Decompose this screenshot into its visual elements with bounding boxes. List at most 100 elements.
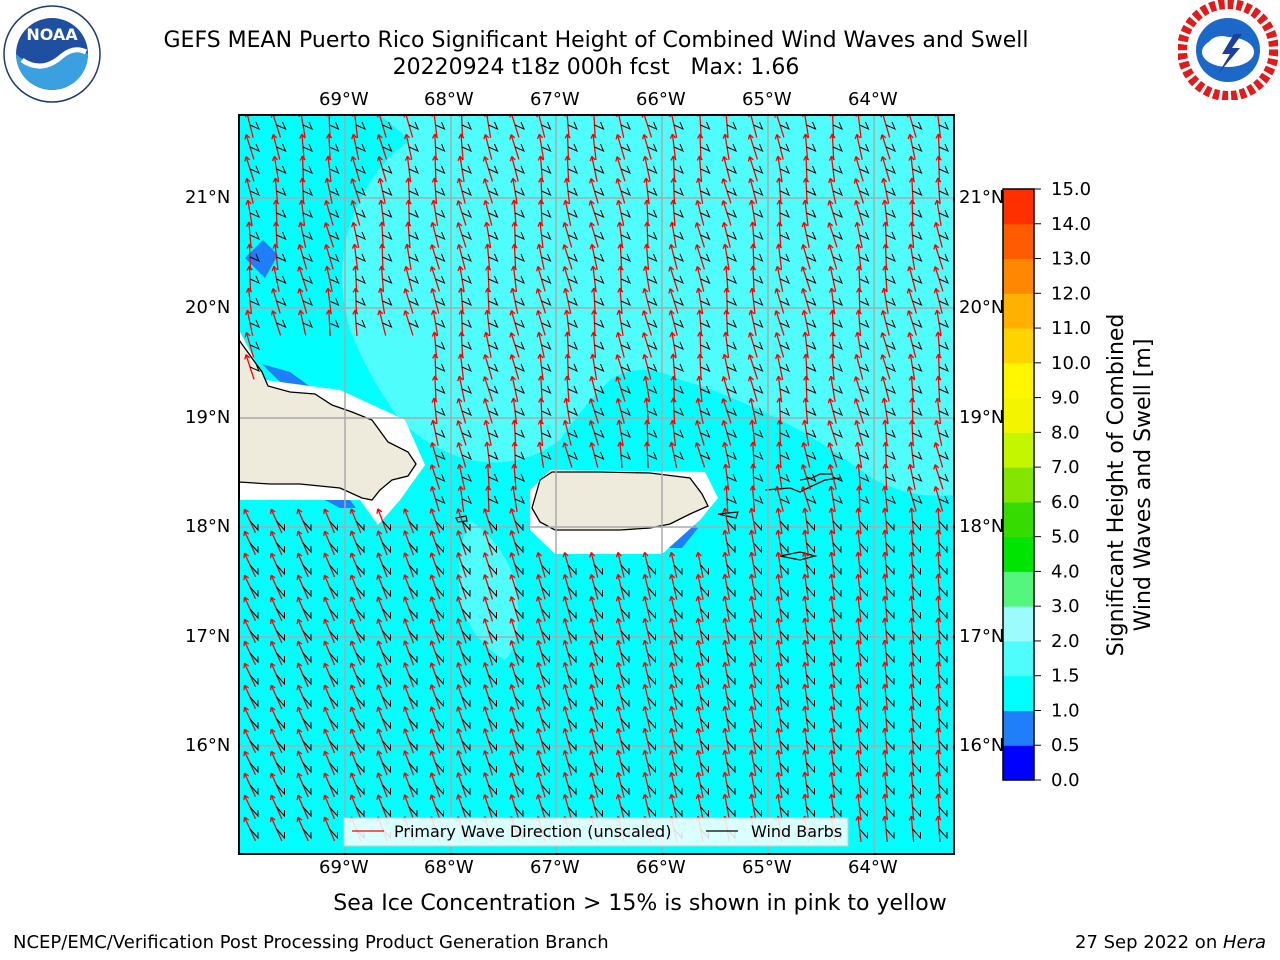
lon-label-bottom: 68°W bbox=[424, 857, 474, 878]
colorbar-tick-label: 13.0 bbox=[1051, 249, 1091, 270]
wind-barb bbox=[355, 209, 366, 218]
wind-barb bbox=[276, 297, 287, 306]
wind-barb bbox=[541, 363, 552, 372]
wind-barb bbox=[832, 586, 842, 598]
wind-barb bbox=[435, 209, 446, 218]
wind-barb bbox=[514, 429, 525, 438]
wind-barb bbox=[594, 407, 605, 416]
wind-barb bbox=[726, 495, 737, 504]
wind-barb bbox=[514, 586, 524, 598]
wind-barb bbox=[408, 586, 418, 598]
wind-barb bbox=[859, 828, 868, 840]
wind-barb bbox=[302, 253, 313, 262]
wind-barb bbox=[541, 806, 550, 818]
wind-barb bbox=[912, 121, 923, 130]
wind-barb bbox=[329, 718, 338, 730]
wind-barb bbox=[647, 275, 658, 284]
wind-barb bbox=[938, 473, 949, 482]
wind-barb bbox=[938, 520, 948, 532]
wind-barb bbox=[594, 275, 605, 284]
wind-barb bbox=[594, 451, 605, 460]
wind-barb bbox=[541, 696, 550, 708]
wind-barb bbox=[673, 429, 684, 438]
wind-barb bbox=[302, 187, 313, 196]
wind-barb bbox=[806, 740, 815, 752]
wind-barb bbox=[620, 429, 631, 438]
wind-barb bbox=[779, 297, 790, 306]
wind-barb bbox=[753, 718, 762, 730]
wind-barb bbox=[938, 674, 948, 686]
wind-barb bbox=[408, 520, 418, 532]
wind-barb bbox=[461, 209, 472, 218]
wind-barb bbox=[461, 231, 472, 240]
wind-barb bbox=[673, 407, 684, 416]
colorbar bbox=[1003, 189, 1034, 781]
wind-barb bbox=[859, 608, 868, 620]
lon-label-top: 66°W bbox=[636, 89, 686, 110]
wind-barb bbox=[912, 451, 923, 460]
wind-barb bbox=[753, 341, 764, 350]
wind-barb bbox=[435, 473, 446, 482]
wind-barb bbox=[806, 542, 815, 554]
wind-barb bbox=[461, 429, 472, 438]
wind-barb bbox=[620, 806, 630, 818]
wind-barb bbox=[912, 407, 923, 416]
wind-barb bbox=[912, 740, 921, 752]
wind-barb bbox=[567, 297, 578, 306]
wind-barb bbox=[779, 630, 789, 642]
wind-barb bbox=[461, 385, 472, 394]
wind-barb bbox=[276, 784, 285, 796]
wind-barb bbox=[726, 542, 736, 554]
wind-barb bbox=[832, 121, 843, 130]
wind-barb bbox=[885, 630, 895, 642]
wind-barb bbox=[647, 762, 656, 774]
wind-barb bbox=[382, 608, 391, 620]
wind-barb bbox=[567, 630, 577, 642]
wind-barb bbox=[779, 806, 789, 818]
map-frame bbox=[238, 114, 955, 855]
wind-barb bbox=[859, 319, 870, 328]
wind-barb bbox=[885, 586, 895, 598]
wind-barb bbox=[382, 542, 391, 554]
wind-barb bbox=[382, 187, 393, 196]
wind-barb bbox=[276, 143, 287, 152]
wind-barb bbox=[938, 429, 949, 438]
wind-barb bbox=[806, 385, 817, 394]
wind-barb bbox=[832, 608, 842, 620]
wind-barb bbox=[938, 385, 949, 394]
hispaniola-land bbox=[239, 338, 417, 501]
wind-barb bbox=[355, 674, 365, 686]
legend-barb-label: Wind Barbs bbox=[751, 822, 842, 841]
wind-barb bbox=[355, 586, 365, 598]
wind-barb bbox=[779, 187, 790, 196]
wind-barb bbox=[276, 542, 285, 554]
wind-barb bbox=[355, 520, 365, 532]
wind-barb bbox=[594, 297, 605, 306]
wind-barb bbox=[541, 564, 550, 576]
wind-barb bbox=[302, 630, 312, 642]
wind-barb bbox=[355, 187, 366, 196]
wind-barb bbox=[514, 231, 525, 240]
map-area bbox=[239, 115, 954, 854]
wind-barb bbox=[488, 762, 497, 774]
puerto-rico-land bbox=[531, 471, 709, 531]
wind-barb bbox=[249, 520, 259, 532]
wind-barb bbox=[488, 495, 499, 504]
wind-barb bbox=[620, 319, 631, 328]
wind-barb bbox=[859, 187, 870, 196]
wind-barb bbox=[408, 297, 419, 306]
wind-barb bbox=[753, 275, 764, 284]
wind-barb bbox=[753, 652, 762, 664]
wind-barb bbox=[938, 209, 949, 218]
colorbar-segment bbox=[1003, 189, 1034, 225]
wind-barb bbox=[885, 674, 895, 686]
wind-barb bbox=[461, 341, 472, 350]
wind-barb bbox=[673, 165, 684, 174]
wind-barb bbox=[647, 231, 658, 240]
wind-barb bbox=[276, 187, 287, 196]
footer-machine: Hera bbox=[1222, 932, 1266, 953]
wind-barb bbox=[620, 363, 631, 372]
wind-barb bbox=[355, 319, 366, 328]
wind-barb bbox=[488, 275, 499, 284]
wind-barb bbox=[647, 297, 658, 306]
